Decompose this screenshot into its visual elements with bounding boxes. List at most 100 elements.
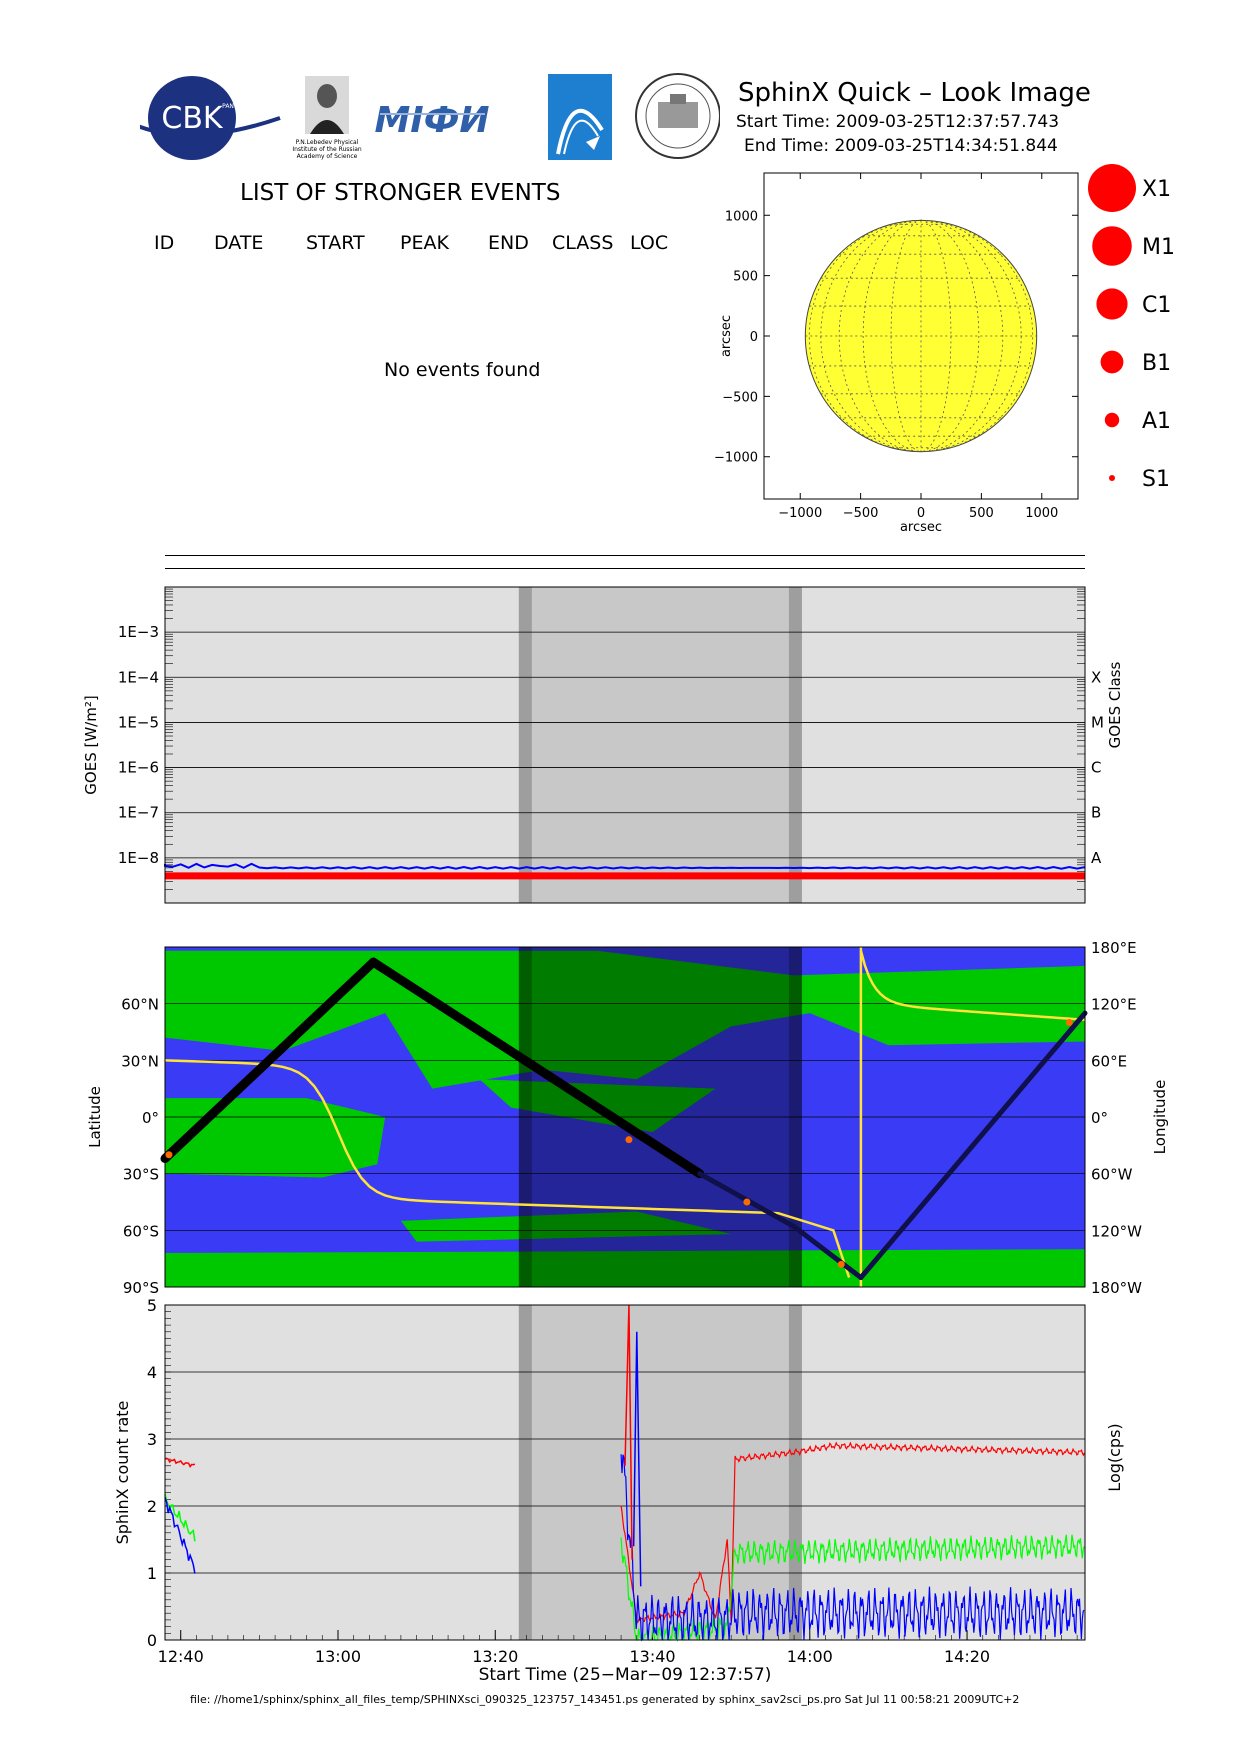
class-legend-dot [1104, 412, 1120, 428]
class-legend-dot [1088, 164, 1136, 212]
goes-y-tick-label: 1E−5 [118, 713, 159, 731]
x-tick-label: −500 [843, 506, 879, 521]
izmiran-logo [548, 74, 612, 160]
events-title: LIST OF STRONGER EVENTS [240, 180, 561, 206]
latitude-tick-label: 60°S [123, 1222, 159, 1240]
track-hotspot [625, 1136, 633, 1144]
latitude-tick-label: 30°N [121, 1052, 159, 1070]
longitude-tick-label: 180°W [1091, 1279, 1142, 1297]
count-series-line [620, 1534, 1085, 1643]
goes-y-tick-label: 1E−8 [118, 849, 159, 867]
count-frame [164, 1304, 1086, 1641]
disk-longitude-line [920, 219, 980, 453]
x-tick-label: −1000 [778, 506, 822, 521]
longitude-tick-label: 120°W [1091, 1222, 1142, 1240]
longitude-tick-label: 60°E [1091, 1052, 1127, 1070]
goes-frame [164, 586, 1086, 904]
class-legend-label: B1 [1142, 351, 1171, 376]
track-hotspot [1065, 1019, 1073, 1027]
count-x-axis-label: Start Time (25−Mar−09 12:37:57) [479, 1665, 772, 1685]
eclipse-edge [788, 1305, 802, 1640]
x-axis-label: arcsec [900, 520, 942, 535]
count-y-tick-label: 0 [147, 1631, 157, 1650]
count-y-tick-label: 2 [147, 1497, 157, 1516]
events-col-start: START [306, 232, 365, 254]
count-y-tick-label: 3 [147, 1430, 157, 1449]
x-tick-label: 1000 [1025, 506, 1058, 521]
count-x-tick-label: 12:40 [158, 1647, 204, 1666]
y-tick-label: 0 [750, 330, 758, 345]
longitude-tick-label: 120°E [1091, 996, 1137, 1014]
class-legend-label: S1 [1142, 467, 1170, 492]
eclipse-edge [518, 587, 532, 903]
solar-disk-chart: −1000 −500 0 500 1000 −1000 −500 0 500 1000 arcsec… [714, 172, 1079, 535]
sphinx-count-rate-chart: 0 1 2 3 4 5 12:40 13:00 13:20 13:40 14:00 14:20 Sphi… [113, 1296, 1124, 1685]
class-legend-label: X1 [1142, 177, 1171, 202]
map-landmass [165, 1249, 1085, 1287]
x-tick-label: 500 [969, 506, 994, 521]
count-x-tick-label: 13:20 [472, 1647, 518, 1666]
y-tick-label: −1000 [714, 451, 758, 466]
count-x-tick-label: 14:00 [787, 1647, 833, 1666]
goes-y-axis-label: GOES [W/m²] [82, 695, 100, 794]
events-col-loc: LOC [630, 232, 669, 254]
lebedev-portrait-logo: P.N.Lebedev Physical Institute of the Ru… [292, 76, 362, 160]
disk-longitude-line [820, 219, 922, 453]
class-size-legend: X1 M1 C1 B1 A1 S1 [1088, 164, 1175, 492]
class-legend-dot [1096, 288, 1128, 320]
end-time: End Time: 2009-03-25T14:34:51.844 [744, 136, 1058, 156]
class-legend-dot [1092, 226, 1132, 266]
lebedev-caption-2: Institute of the Russian [292, 146, 362, 153]
track-hotspot [743, 1198, 751, 1206]
map-landmass [400, 1211, 732, 1242]
goes-class-axis-label: GOES Class [1106, 661, 1124, 748]
y-tick-label: 500 [733, 270, 758, 285]
count-x-tick-label: 14:20 [944, 1647, 990, 1666]
latitude-tick-label: 30°S [123, 1166, 159, 1184]
count-x-tick-label: 13:40 [629, 1647, 675, 1666]
goes-series-line [164, 862, 1086, 870]
track-hotspot [165, 1151, 173, 1159]
longitude-axis-label: Longitude [1151, 1080, 1169, 1155]
count-y-tick-label: 1 [147, 1564, 157, 1583]
count-series-line [164, 1497, 196, 1574]
institution-logos: CBK PAN P.N.Lebedev Physical Institute o… [140, 73, 720, 160]
count-x-tick-label: 13:00 [315, 1647, 361, 1666]
cbk-pan-logo: CBK PAN [140, 76, 281, 160]
disk-longitude-line [920, 219, 1003, 453]
count-y-tick-label: 5 [147, 1296, 157, 1315]
class-legend-label: C1 [1142, 293, 1171, 318]
goes-y-tick-label: 1E−3 [118, 623, 159, 641]
satellite-track [160, 957, 378, 1164]
map-landmass [165, 950, 1085, 1089]
events-col-date: DATE [214, 232, 264, 254]
cbk-ring-text: PAN [222, 103, 234, 110]
mifi-logo-text: MIФИ [374, 100, 489, 141]
goes-y-tick-label: 1E−4 [118, 668, 159, 686]
x-tick-label: 0 [917, 506, 925, 521]
page-title: SphinX Quick – Look Image [738, 78, 1091, 108]
separator-line [165, 555, 1085, 556]
count-y2-axis-label: Log(cps) [1105, 1423, 1124, 1491]
goes-class-label: X [1091, 668, 1101, 686]
satellite-track [858, 1010, 1088, 1281]
goes-class-label: A [1091, 849, 1102, 867]
satellite-track [791, 1224, 864, 1281]
eclipse-edge [788, 587, 802, 903]
goes-y-tick-label: 1E−7 [118, 804, 159, 822]
disk-longitude-line [839, 219, 922, 453]
count-y-axis-label: SphinX count rate [113, 1401, 132, 1545]
count-spike [632, 1331, 642, 1587]
events-col-peak: PEAK [400, 232, 449, 254]
goes-class-label: M [1091, 713, 1104, 731]
count-y-tick-label: 4 [147, 1363, 157, 1382]
longitude-tick-label: 60°W [1091, 1166, 1133, 1184]
satellite-track [368, 957, 705, 1179]
class-legend-label: M1 [1142, 235, 1175, 260]
disk-longitude-line [920, 219, 1022, 453]
eclipse-band [518, 587, 802, 903]
lebedev-caption-1: P.N.Lebedev Physical [296, 139, 359, 146]
goes-class-label: C [1091, 759, 1101, 777]
terminator-line [859, 950, 1086, 1022]
goes-y-tick-label: 1E−6 [118, 759, 159, 777]
